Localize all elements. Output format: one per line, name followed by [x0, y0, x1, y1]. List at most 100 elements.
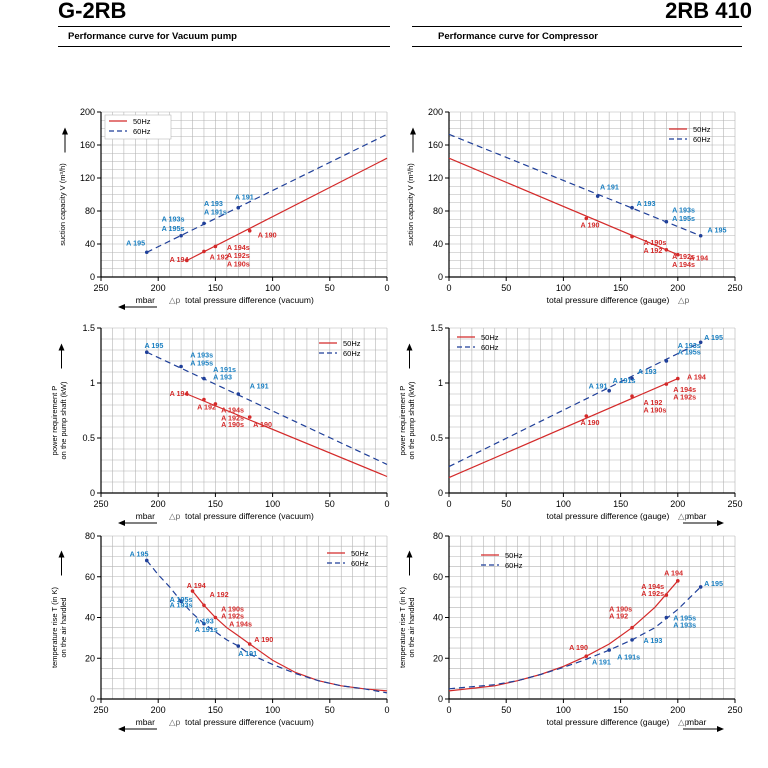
x-tick-label: 100 [556, 705, 571, 715]
point-label: A 192 [643, 246, 662, 255]
legend-label: 50Hz [343, 339, 361, 348]
y-axis-arrowhead [406, 550, 413, 558]
point-label: A 190 [254, 635, 273, 644]
point-label: A 191s [613, 376, 636, 385]
point-label: A 191s [213, 365, 236, 374]
legend-label: 60Hz [133, 127, 151, 136]
y-tick-label: 80 [85, 206, 95, 216]
point-label: A 195 [126, 239, 145, 248]
point-label: A 190s [221, 420, 244, 429]
grid [100, 111, 388, 278]
point-label: A 193s [170, 600, 193, 609]
point-label: A 194 [687, 373, 706, 382]
point-label: A 190s [643, 406, 666, 415]
y-axis-title: power requirement P [398, 386, 407, 456]
data-point-60Hz [664, 359, 669, 363]
y-axis-arrowhead [406, 343, 413, 351]
x-axis-arrowhead [118, 520, 125, 526]
delta-p-symbol: △p [169, 717, 181, 727]
data-point-50Hz [202, 603, 206, 608]
point-label: A 190 [581, 418, 600, 427]
point-label: A 190s [643, 238, 666, 247]
y-tick-label: 200 [428, 107, 443, 117]
data-point-50Hz [185, 258, 189, 263]
point-label: A 193 [213, 373, 232, 382]
y-tick-label: 40 [85, 613, 95, 623]
x-axis-title: total pressure difference (vacuum) [185, 511, 314, 521]
x-unit-label: mbar [136, 511, 156, 521]
point-label: A 194 [170, 389, 189, 398]
x-tick-label: 150 [613, 283, 628, 293]
x-tick-label: 250 [727, 499, 742, 509]
point-label: A 195s [678, 347, 701, 356]
y-tick-label: 0 [438, 694, 443, 704]
data-point-50Hz [676, 376, 680, 381]
point-label: A 193 [638, 367, 657, 376]
chart-comp-power: 0 50 100 150 200 250 0 0.5 1 1.5 power requirement… [398, 323, 743, 526]
point-label: A 192s [673, 393, 696, 402]
y-tick-label: 60 [433, 572, 443, 582]
legend-label: 50Hz [133, 117, 151, 126]
data-point-60Hz [179, 364, 183, 369]
point-label: A 194s [229, 620, 252, 629]
y-tick-label: 1.5 [82, 323, 95, 333]
x-tick-label: 100 [265, 283, 280, 293]
series-line-60Hz [146, 351, 388, 465]
data-point-60Hz [630, 376, 634, 381]
data-point-50Hz [185, 392, 189, 396]
data-point-50Hz [664, 247, 669, 252]
delta-p-symbol: △p [169, 511, 181, 521]
legend-box [104, 114, 172, 140]
x-tick-label: 250 [93, 499, 108, 509]
x-axis-title: total pressure difference (gauge) [547, 511, 670, 521]
point-label: A 195s [162, 224, 185, 233]
plot-area [101, 328, 387, 493]
data-point-60Hz [698, 585, 703, 589]
point-label: A 193 [637, 199, 656, 208]
y-tick-label: 40 [433, 239, 443, 249]
x-tick-label: 200 [670, 283, 685, 293]
data-point-50Hz [584, 414, 589, 418]
x-tick-label: 150 [613, 705, 628, 715]
series-line-50Hz [448, 157, 679, 256]
delta-p-symbol: △p [678, 717, 690, 727]
vacuum-subtitle: Performance curve for Vacuum pump [68, 31, 237, 42]
point-label: A 190 [253, 420, 272, 429]
data-point-50Hz [213, 244, 218, 249]
point-label: A 193s [672, 206, 695, 215]
x-axis-arrowhead [717, 726, 724, 732]
series-line-50Hz [448, 378, 679, 479]
data-point-50Hz [247, 229, 252, 233]
data-point-50Hz [664, 593, 669, 597]
point-label: A 194 [187, 581, 206, 590]
y-tick-label: 0 [90, 272, 95, 282]
x-tick-label: 0 [446, 499, 451, 509]
y-tick-label: 80 [433, 206, 443, 216]
grid [100, 535, 388, 700]
point-label: A 192 [609, 612, 628, 621]
legend-label: 60Hz [693, 135, 711, 144]
y-tick-label: 1 [90, 378, 95, 388]
data-point-60Hz [236, 644, 241, 648]
x-tick-label: 100 [265, 499, 280, 509]
y-axis-arrowhead [410, 127, 416, 135]
series-line-60Hz [448, 586, 702, 690]
y-axis-arrowhead [62, 127, 68, 135]
x-tick-label: 250 [93, 705, 108, 715]
series-line-60Hz [448, 341, 701, 468]
data-point-60Hz [202, 376, 206, 381]
header-rule-right-top [412, 26, 742, 27]
x-axis-title: total pressure difference (vacuum) [185, 295, 314, 305]
x-tick-label: 0 [384, 499, 389, 509]
point-label: A 193 [204, 199, 223, 208]
point-label: A 194s [672, 260, 695, 269]
legend-label: 50Hz [481, 333, 499, 342]
legend-label: 60Hz [343, 349, 361, 358]
x-tick-label: 150 [613, 499, 628, 509]
point-label: A 191 [592, 657, 611, 666]
y-tick-label: 80 [85, 531, 95, 541]
x-unit-label: mbar [687, 511, 707, 521]
pump-model-title-right: 2RB 410 [665, 0, 752, 23]
point-label: A 192s [641, 589, 664, 598]
